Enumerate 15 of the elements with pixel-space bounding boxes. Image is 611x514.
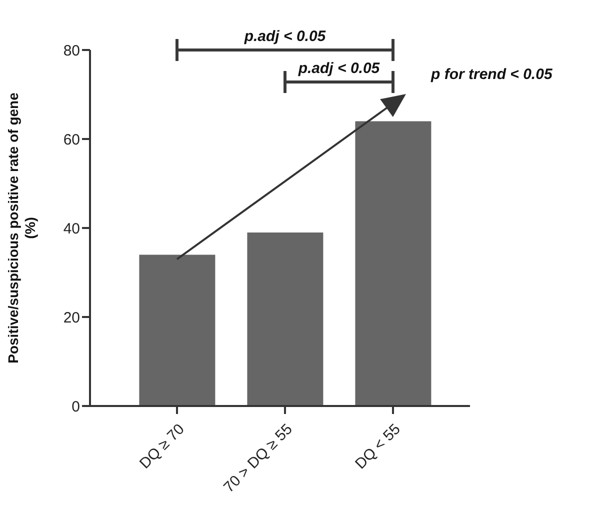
annotation: p.adj < 0.05	[297, 60, 380, 78]
bar	[355, 121, 432, 406]
x-tick-label: DQ ≥ 70	[136, 420, 188, 472]
y-tick-label: 60	[63, 131, 80, 148]
annotation: p for trend < 0.05	[430, 66, 553, 83]
y-tick-label: 20	[63, 309, 80, 326]
x-tick-label: 70 > DQ ≥ 55	[220, 420, 296, 496]
y-axis-title: Positive/suspicious positive rate of gene (%)	[5, 92, 38, 364]
y-tick-label: 0	[72, 398, 80, 416]
x-tick-label: DQ < 55	[352, 420, 404, 473]
text: p.adj < 0.05	[243, 28, 326, 45]
bar	[139, 254, 216, 406]
y-tick-label: 80	[63, 42, 80, 60]
bar	[247, 232, 324, 406]
y-tick-label: 40	[63, 220, 80, 238]
